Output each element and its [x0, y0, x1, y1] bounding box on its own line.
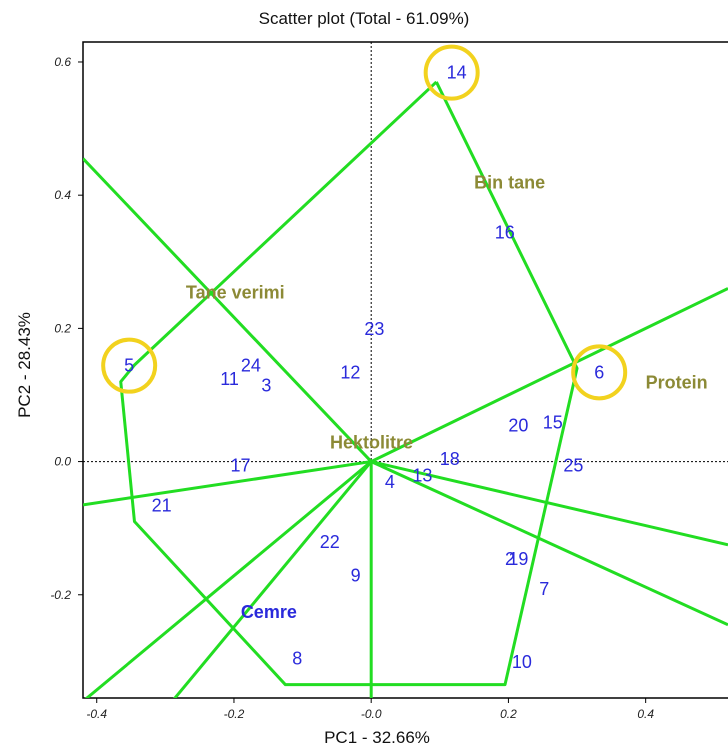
point-label: 25 [563, 456, 583, 476]
point-label: 20 [508, 416, 528, 436]
highlight-circle [423, 44, 480, 101]
ray-line [173, 460, 373, 698]
highlight-circle [571, 344, 628, 401]
chart-title: Scatter plot (Total - 61.09%) [259, 9, 470, 28]
y-tick-label: 0.2 [54, 321, 71, 335]
ray-line [83, 157, 373, 463]
point-label: 8 [292, 649, 302, 669]
point-label: 22 [320, 532, 340, 552]
point-label: 18 [440, 449, 460, 469]
y-axis-label: PC2 - 28.43% [15, 312, 34, 418]
point-label: 4 [385, 472, 395, 492]
y-tick-label: 0.4 [54, 188, 71, 202]
point-label: 21 [152, 496, 172, 516]
point-label: 7 [539, 579, 549, 599]
point-label: 23 [364, 319, 384, 339]
x-tick-label: -0.2 [224, 707, 245, 721]
point-label: 24 [241, 356, 261, 376]
point-label: 17 [231, 456, 251, 476]
x-axis-label: PC1 - 32.66% [324, 728, 430, 747]
y-tick-label: 0.0 [54, 455, 71, 469]
variable-label: Protein [646, 372, 708, 392]
x-tick-label: 0.4 [637, 707, 654, 721]
plot-area: -0.4 -0.2 -0.0 0.2 0.40.60.40.20.0-0.2141623… [50, 41, 728, 721]
variable-label: Cemre [241, 602, 297, 622]
hull-line [119, 80, 579, 687]
point-label: 14 [447, 63, 467, 83]
ray-line [370, 287, 728, 463]
point-label: 16 [495, 222, 515, 242]
point-label: 13 [412, 466, 432, 486]
highlight-circle [101, 337, 158, 394]
x-tick-label: -0.0 [361, 707, 382, 721]
point-label: 12 [340, 362, 360, 382]
variable-label: Bin tane [474, 173, 545, 193]
plot-frame [82, 41, 728, 699]
y-tick-label: 0.6 [54, 55, 71, 69]
ray-line [370, 460, 728, 627]
point-label: 2 [505, 549, 515, 569]
point-label: 10 [512, 652, 532, 672]
point-label: 15 [543, 412, 563, 432]
point-label: 3 [261, 376, 271, 396]
point-label: 19 [508, 549, 528, 569]
point-label: 11 [220, 369, 239, 389]
ray-line [370, 460, 728, 547]
variable-label: Tane verimi [186, 282, 285, 302]
ray-line [84, 460, 373, 698]
point-label: 6 [594, 362, 604, 382]
x-tick-label: -0.4 [86, 707, 107, 721]
variable-label: Hektolitre [330, 432, 413, 452]
y-tick-label: -0.2 [50, 588, 71, 602]
point-label: 5 [124, 356, 134, 376]
x-tick-label: 0.2 [500, 707, 517, 721]
point-label: 9 [351, 565, 361, 585]
